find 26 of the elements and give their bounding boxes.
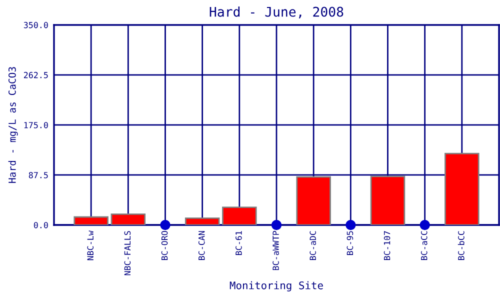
bar — [296, 176, 331, 225]
x-axis-title: Monitoring Site — [230, 281, 323, 292]
y-tick-label: 175.0 — [24, 122, 48, 128]
x-tick-label: BC-aDC — [310, 231, 316, 260]
bar — [370, 176, 406, 225]
bar — [110, 213, 146, 225]
chart-title: Hard - June, 2008 — [210, 6, 344, 18]
x-tick-label: BC-aCC — [420, 231, 428, 260]
y-tick-label: 0.0 — [34, 222, 48, 228]
x-tick-label: NBC-FALLS — [124, 231, 131, 276]
bar — [444, 152, 480, 225]
y-tick-label: 262.5 — [24, 72, 48, 78]
x-tick-label: BC-61 — [236, 231, 242, 255]
x-tick-label: BC-ORO — [161, 231, 168, 260]
y-tick-label: 350.0 — [24, 22, 48, 28]
y-tick-label: 87.5 — [28, 172, 48, 178]
bar — [74, 216, 108, 225]
x-tick-label: NBC-Lw — [87, 230, 94, 260]
x-tick-label: BC-aWWTP — [272, 230, 279, 270]
y-axis-title: Hard - mg/L as CaCO3 — [8, 67, 18, 183]
x-tick-label: BC-107 — [384, 231, 390, 260]
x-tick-label: BC-CAN — [198, 231, 205, 260]
bar — [184, 217, 220, 225]
bar — [222, 206, 257, 225]
x-tick-label: BC-95 — [346, 231, 354, 255]
x-tick-label: BC-bCC — [458, 231, 464, 260]
